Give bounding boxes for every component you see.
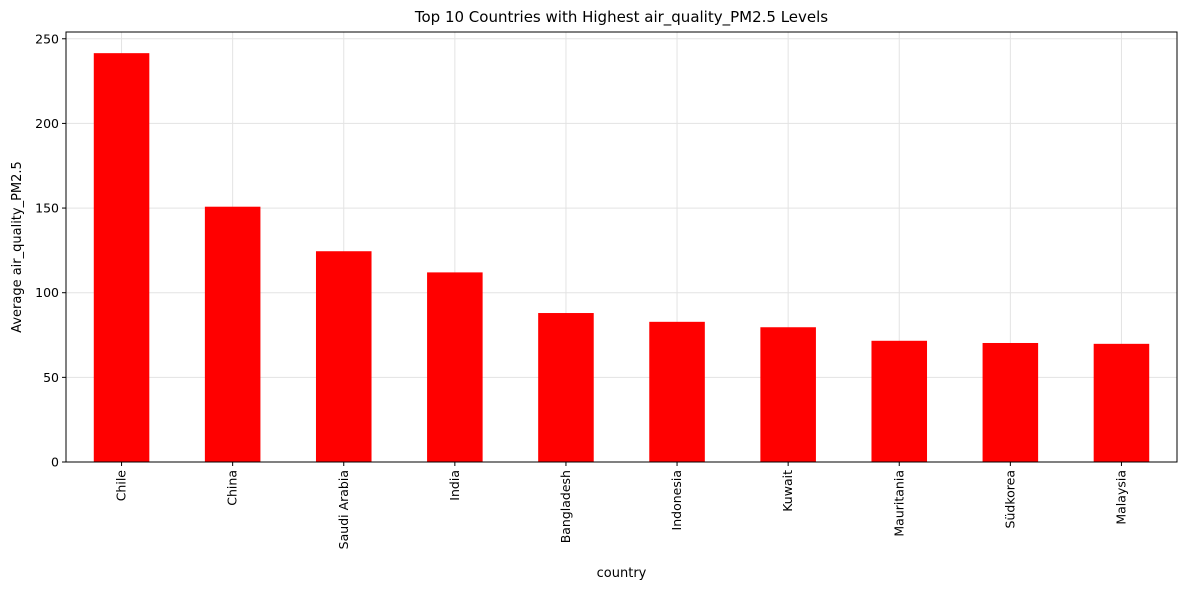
chart-title: Top 10 Countries with Highest air_qualit…	[414, 8, 828, 27]
x-tick-label: Bangladesh	[558, 470, 573, 543]
y-tick-label: 250	[35, 31, 59, 46]
x-tick-label: Indonesia	[669, 470, 684, 530]
axes-layer	[65, 31, 1178, 463]
bars-layer	[93, 53, 1150, 463]
bar	[760, 327, 816, 462]
bar	[427, 272, 483, 462]
bar	[1093, 343, 1150, 462]
y-tick-label: 200	[35, 116, 59, 131]
bar	[871, 340, 928, 462]
bar	[982, 342, 1039, 462]
bar	[649, 321, 705, 462]
bar	[93, 53, 150, 463]
bar	[538, 313, 594, 462]
x-tick-label: Malaysia	[1113, 470, 1128, 525]
x-axis-ticks: Chile China Saudi Arabia India Bangladesh Ind…	[114, 462, 1128, 549]
bar	[315, 251, 372, 462]
plot-frame	[65, 31, 1178, 463]
x-tick-label: Südkorea	[1002, 470, 1017, 528]
y-tick-label: 150	[35, 201, 59, 216]
y-axis-title: Average air_quality_PM2.5	[10, 161, 25, 333]
y-tick-label: 100	[35, 285, 59, 300]
x-tick-label: China	[225, 470, 240, 506]
x-tick-label: India	[447, 470, 462, 501]
y-axis-ticks: 0 50 100 150 200 250	[35, 31, 66, 470]
bar	[204, 206, 261, 462]
y-tick-label: 0	[51, 455, 59, 470]
x-axis-title: country	[597, 566, 647, 581]
x-tick-label: Chile	[114, 470, 129, 502]
y-tick-label: 50	[43, 370, 59, 385]
x-tick-label: Saudi Arabia	[336, 470, 351, 549]
x-tick-label: Mauritania	[891, 470, 906, 537]
x-tick-label: Kuwait	[780, 470, 795, 512]
